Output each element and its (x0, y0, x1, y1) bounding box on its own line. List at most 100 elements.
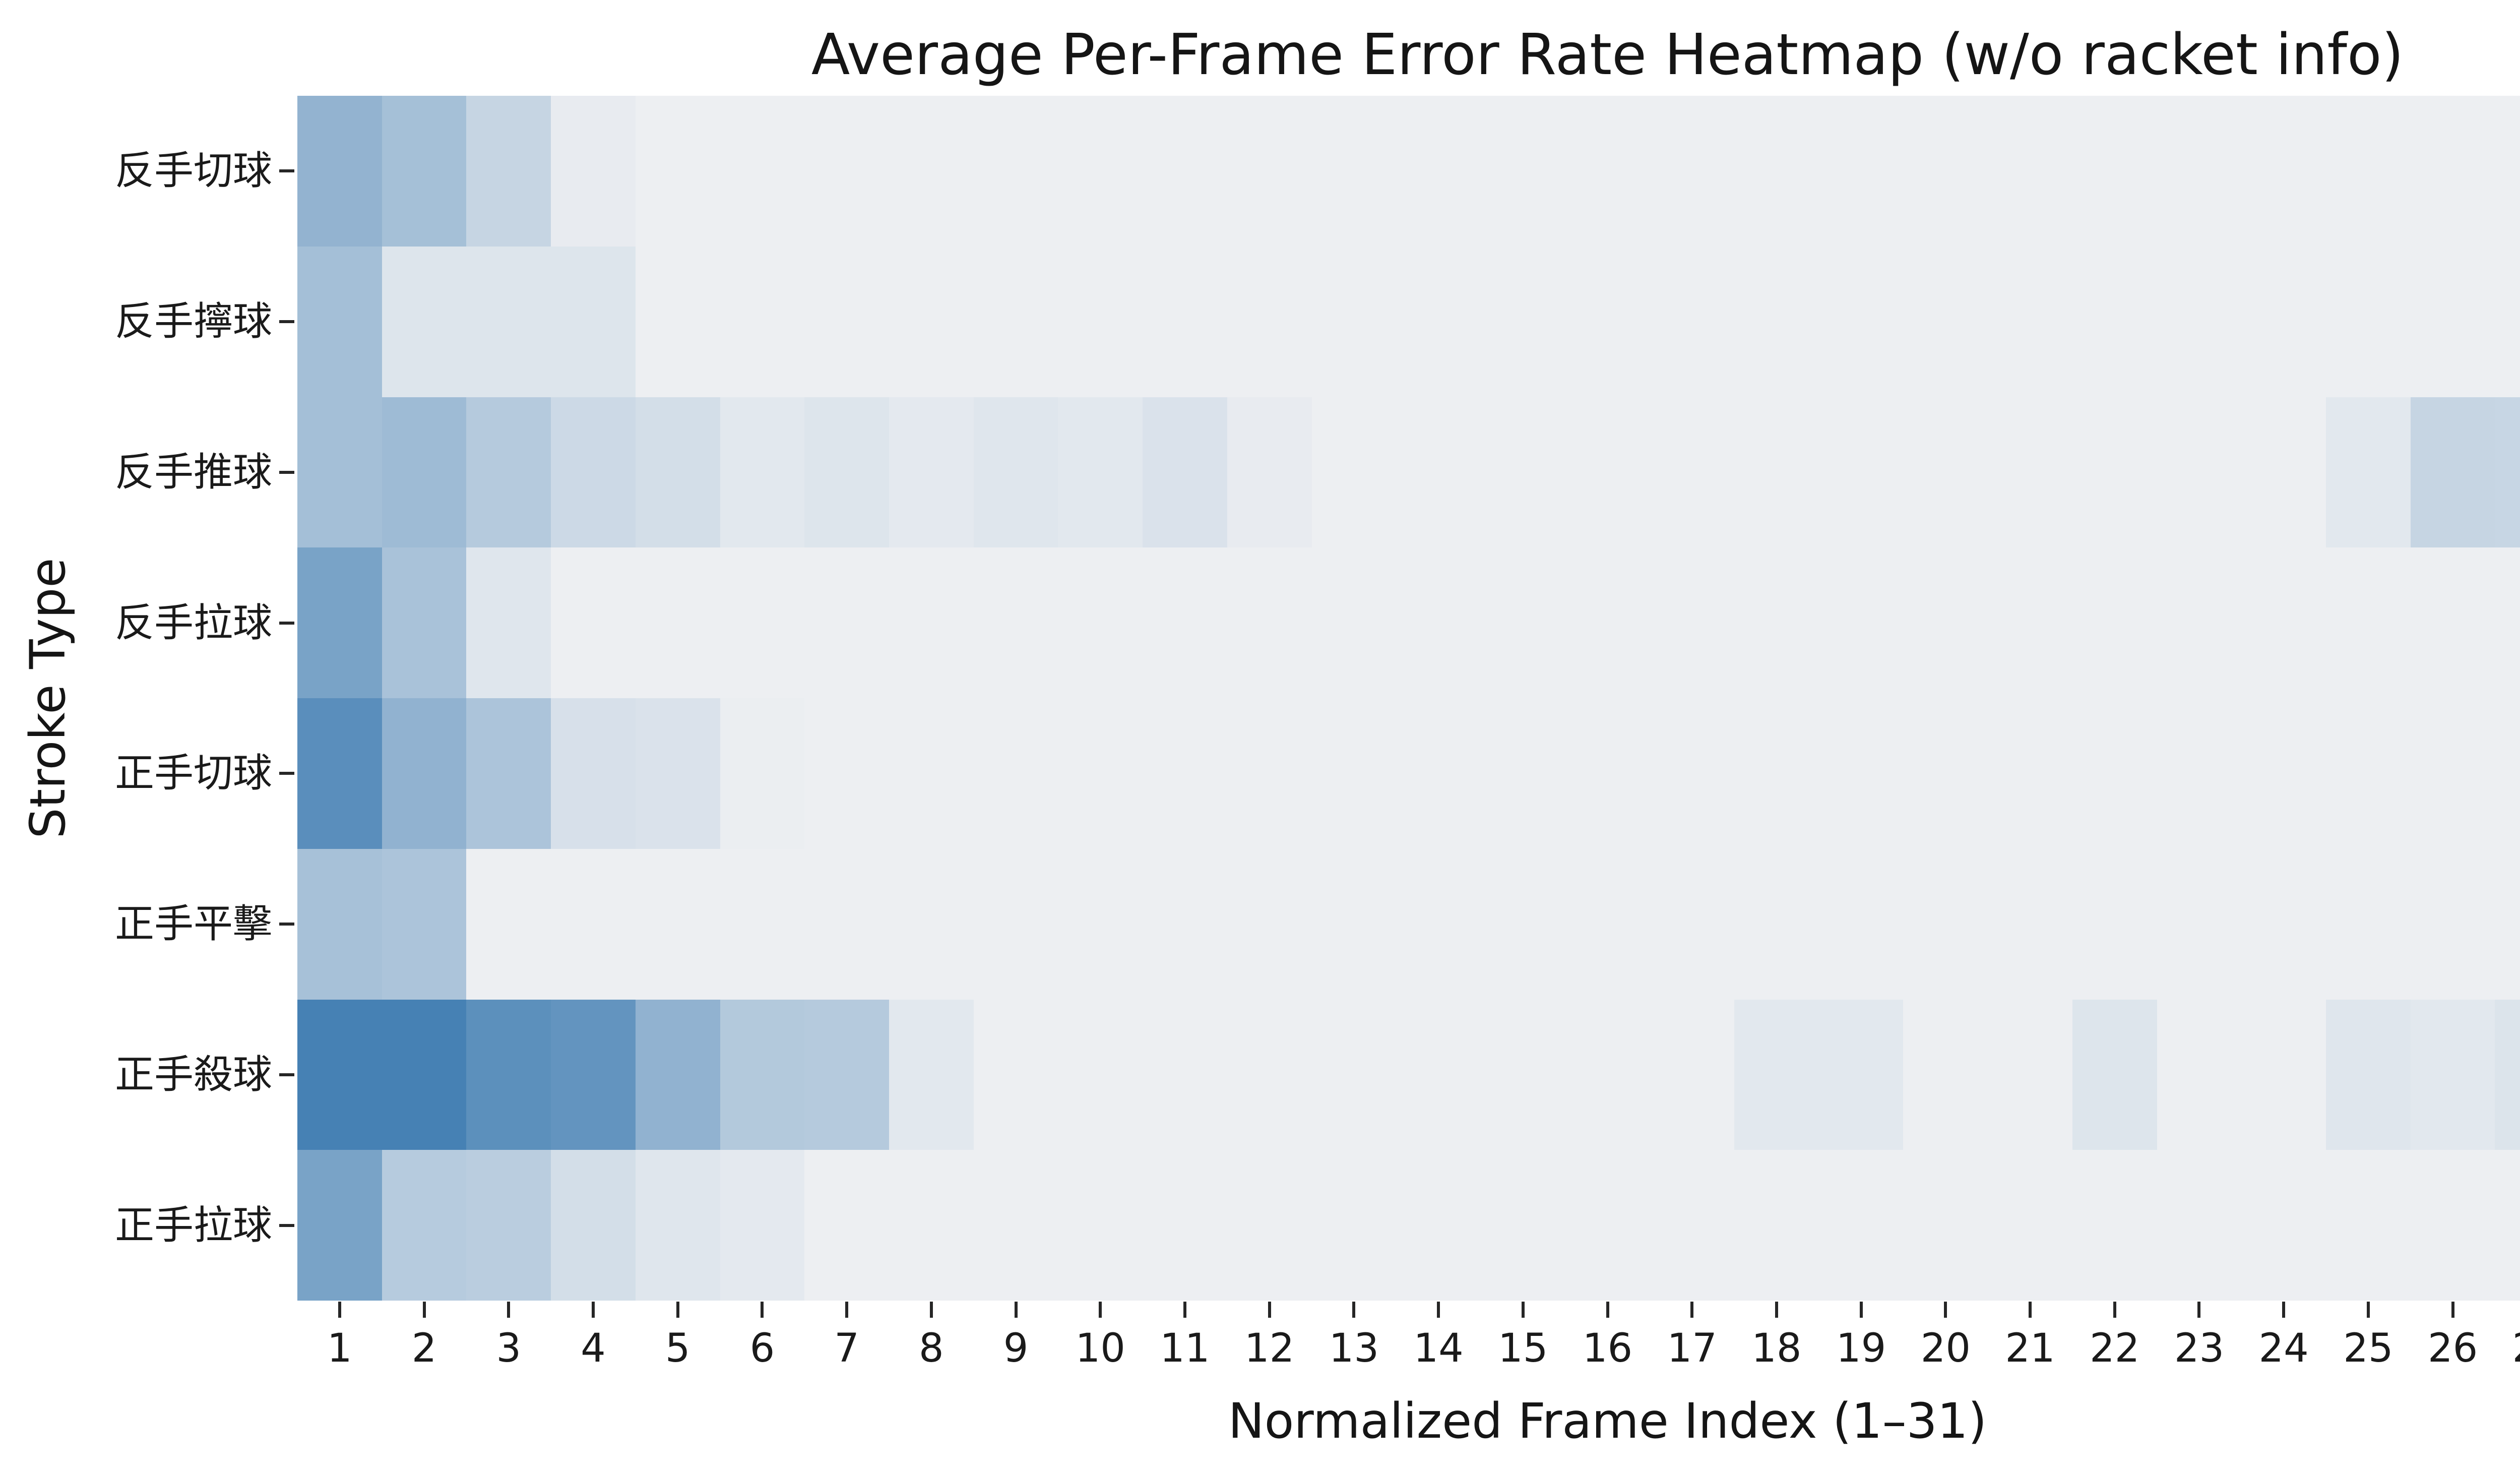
x-tick-label: 2 (411, 1326, 437, 1371)
heatmap-cell (2495, 246, 2520, 397)
heatmap-cell (1988, 96, 2072, 247)
y-tick-label: 正手殺球 (114, 1052, 272, 1097)
heatmap-cell (382, 999, 467, 1150)
heatmap-cell (466, 96, 551, 247)
heatmap-cell (973, 547, 1058, 698)
x-tick-mark (1183, 1302, 1186, 1318)
x-tick-label: 11 (1160, 1326, 1210, 1371)
heatmap-cell (1311, 96, 1397, 247)
heatmap-cell (1988, 547, 2072, 698)
heatmap-cell (297, 1150, 382, 1301)
heatmap-cell (1058, 96, 1143, 247)
heatmap-cell (2072, 1150, 2157, 1301)
heatmap-cell (1143, 698, 1227, 849)
heatmap-cell (2326, 397, 2411, 548)
heatmap-cell (551, 698, 636, 849)
heatmap-cell (1396, 96, 1481, 247)
heatmap-cell (2410, 1150, 2495, 1301)
heatmap-cell (2326, 999, 2411, 1150)
y-tick-mark (279, 1223, 294, 1227)
heatmap-cell (2072, 246, 2157, 397)
heatmap-cell (1227, 547, 1312, 698)
heatmap-cell (382, 397, 467, 548)
heatmap-cell (804, 1150, 889, 1301)
heatmap-cell (466, 999, 551, 1150)
x-axis-title: Normalized Frame Index (1–31) (1228, 1393, 1987, 1449)
y-tick-label: 正手切球 (114, 751, 272, 796)
x-tick-label: 27 (2487, 1329, 2520, 1368)
heatmap-cell (1734, 547, 1819, 698)
heatmap-cell (1565, 96, 1650, 247)
heatmap-cell (2157, 848, 2242, 1000)
heatmap-cell (551, 848, 636, 1000)
heatmap-cell (1565, 1150, 1650, 1301)
heatmap-cell (1227, 246, 1312, 397)
y-axis-title: Stroke Type (20, 558, 76, 839)
heatmap-cell (1818, 848, 1904, 1000)
x-tick-label: 22 (2090, 1326, 2140, 1371)
heatmap-cell (466, 698, 551, 849)
x-tick-mark (1944, 1302, 1947, 1318)
heatmap-cell (2241, 848, 2326, 1000)
heatmap-cell (1818, 547, 1904, 698)
heatmap-cell (1650, 96, 1735, 247)
y-tick-mark (279, 1073, 294, 1076)
heatmap-cell (1650, 698, 1735, 849)
chart-title: Average Per-Frame Error Rate Heatmap (w/… (811, 22, 2404, 88)
heatmap-cell (2157, 547, 2242, 698)
heatmap-cell (2241, 547, 2326, 698)
heatmap-cell (1565, 999, 1650, 1150)
heatmap-cell (297, 397, 382, 548)
heatmap-cell (2241, 96, 2326, 247)
x-tick-mark (929, 1302, 933, 1318)
heatmap-cell (1903, 547, 1988, 698)
heatmap-cell (2410, 246, 2495, 397)
x-tick-mark (761, 1302, 764, 1318)
heatmap-cell (466, 397, 551, 548)
heatmap-cell (889, 96, 974, 247)
heatmap-cell (2495, 698, 2520, 849)
heatmap-cell (1650, 848, 1735, 1000)
heatmap-cell (1565, 848, 1650, 1000)
heatmap-cell (1311, 547, 1397, 698)
heatmap-cell (297, 246, 382, 397)
heatmap-cell (1818, 246, 1904, 397)
heatmap-cell (2241, 999, 2326, 1150)
heatmap-cell (1480, 246, 1565, 397)
y-tick-mark (279, 169, 294, 173)
heatmap-cell (1818, 397, 1904, 548)
heatmap-cell (1143, 547, 1227, 698)
heatmap-cell (2326, 246, 2411, 397)
heatmap-cell (1480, 999, 1565, 1150)
x-tick-label: 9 (1003, 1326, 1029, 1371)
heatmap-cell (297, 547, 382, 698)
heatmap-cell (2410, 96, 2495, 247)
heatmap-cell (1480, 698, 1565, 849)
heatmap-cell (1734, 999, 1819, 1150)
heatmap-cell (1311, 698, 1397, 849)
heatmap-cell (720, 246, 805, 397)
x-tick-mark (1437, 1302, 1440, 1318)
heatmap-cell (804, 999, 889, 1150)
x-tick-label: 8 (918, 1326, 944, 1371)
heatmap-cell (1818, 96, 1904, 247)
heatmap-cell (1227, 848, 1312, 1000)
heatmap-cell (1650, 999, 1735, 1150)
heatmap-cell (1818, 1150, 1904, 1301)
x-tick-mark (338, 1302, 341, 1318)
heatmap-cell (973, 1150, 1058, 1301)
heatmap-cell (1227, 1150, 1312, 1301)
heatmap-cell (889, 848, 974, 1000)
heatmap-cell (1565, 547, 1650, 698)
heatmap-cell (1650, 397, 1735, 548)
heatmap-cell (2410, 547, 2495, 698)
x-tick-mark (845, 1302, 849, 1318)
x-tick-label: 23 (2174, 1326, 2225, 1371)
heatmap-cell (2410, 698, 2495, 849)
x-tick-mark (507, 1302, 511, 1318)
x-tick-mark (422, 1302, 426, 1318)
heatmap-cell (635, 698, 720, 849)
heatmap-cell (720, 547, 805, 698)
x-tick-mark (2282, 1302, 2286, 1318)
heatmap-cell (1058, 547, 1143, 698)
